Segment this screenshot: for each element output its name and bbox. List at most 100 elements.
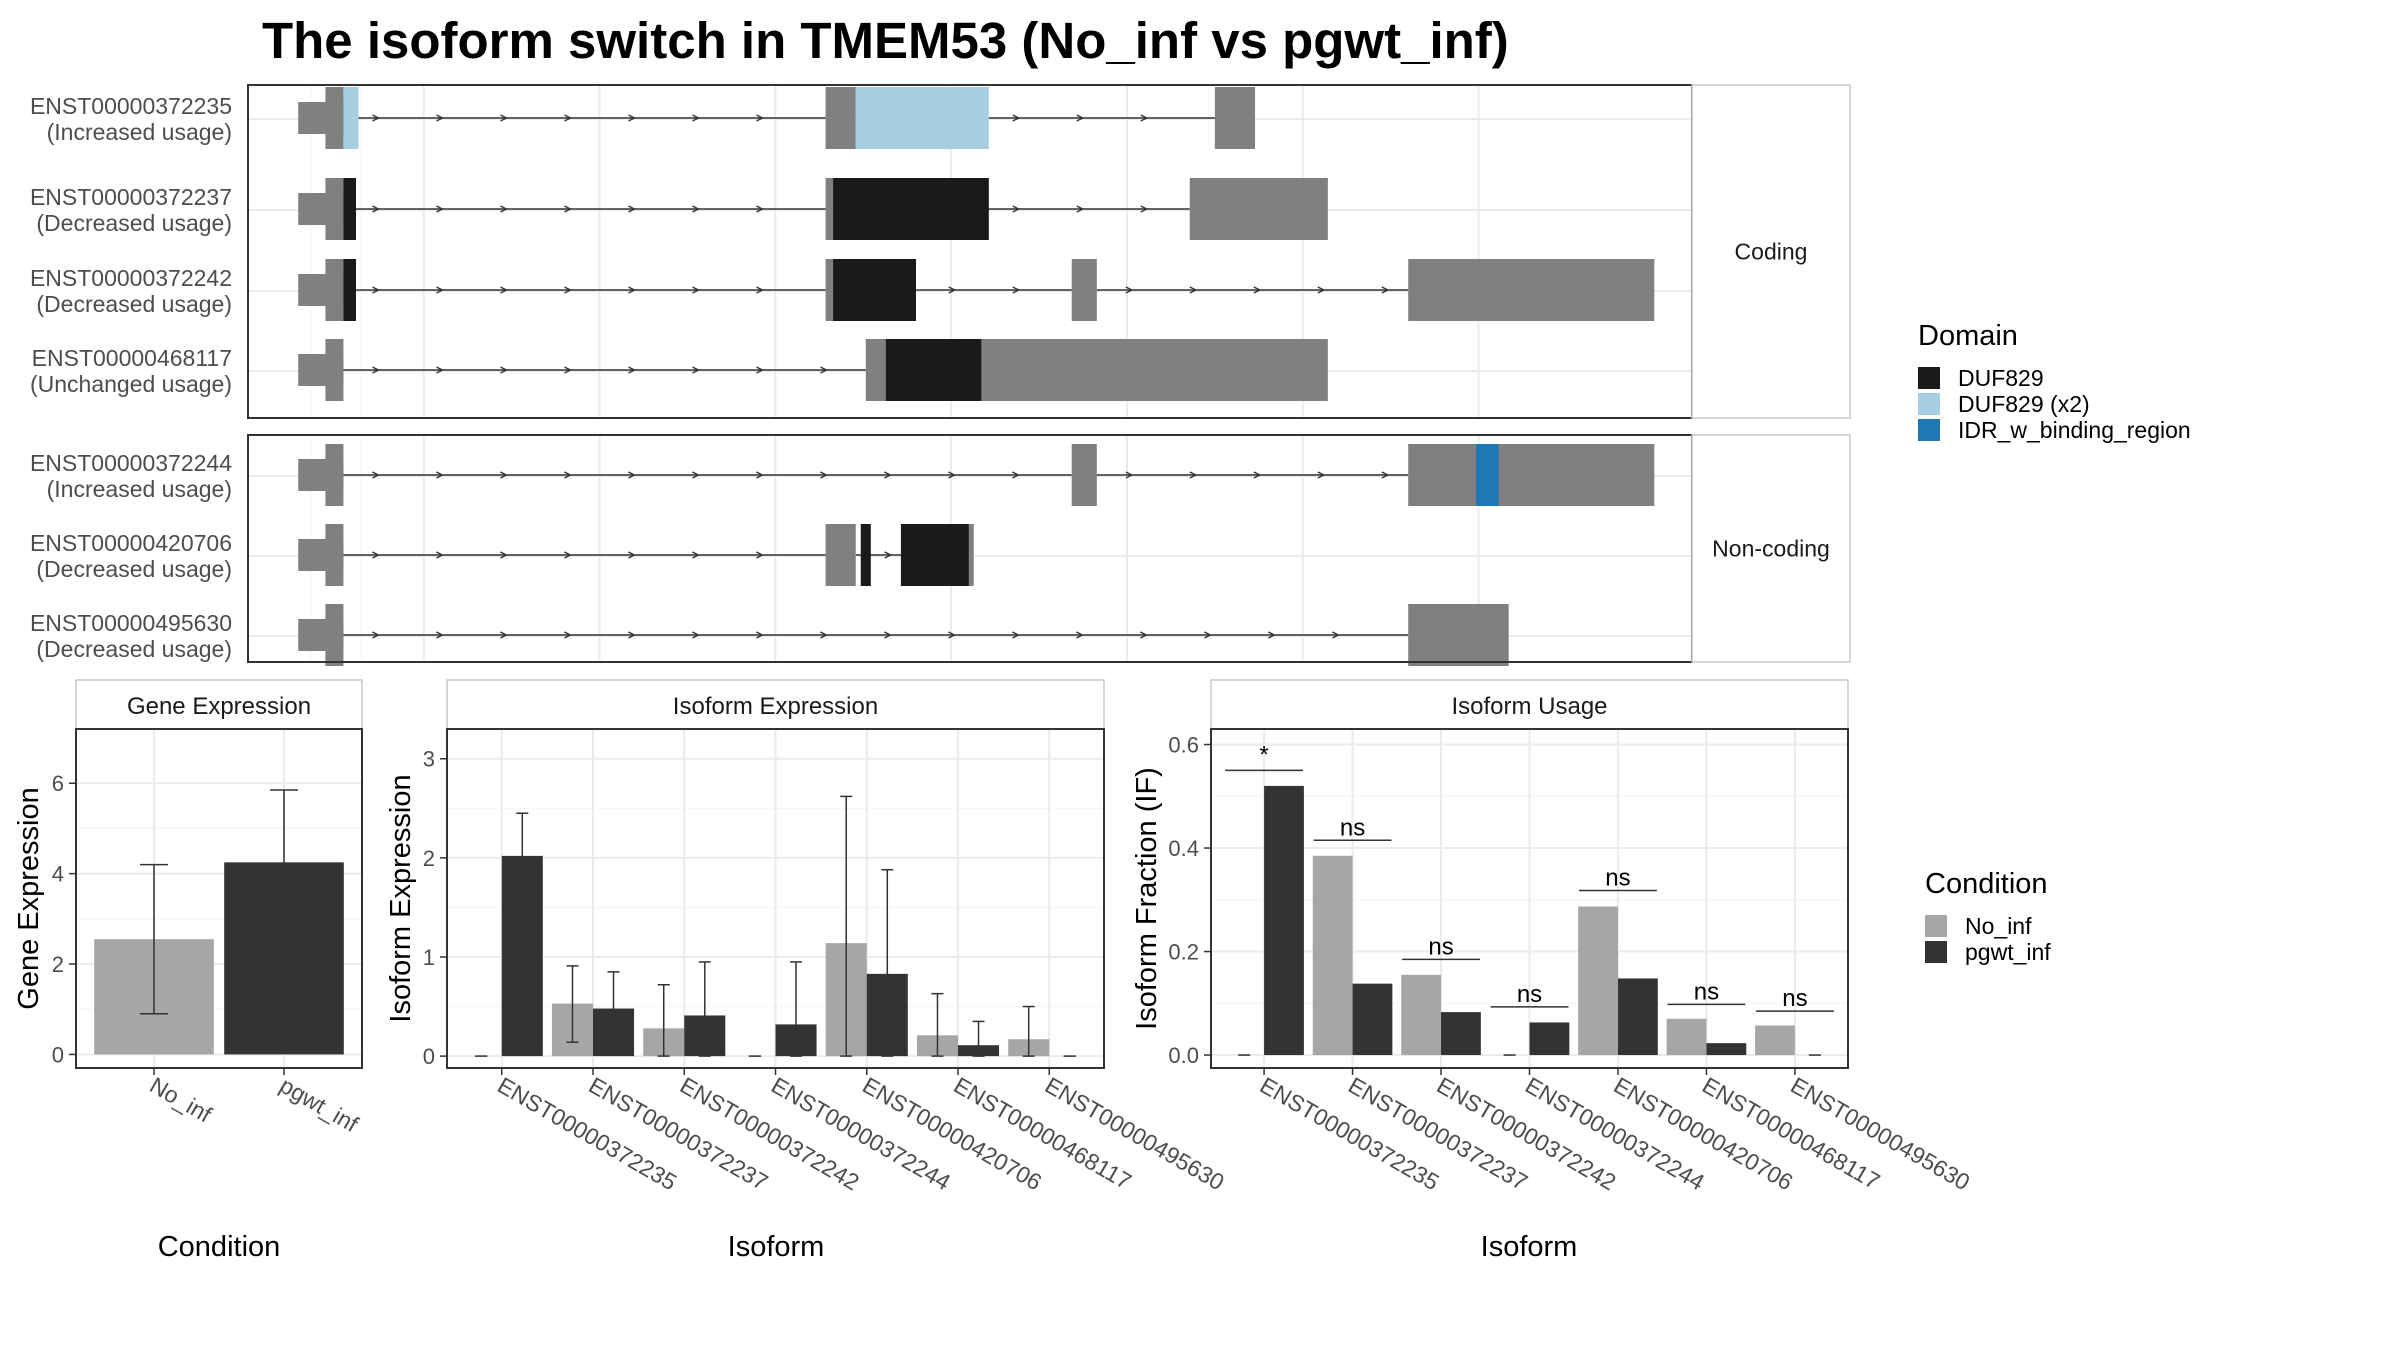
exon-cds <box>325 259 344 321</box>
y-tick-label: 6 <box>52 771 64 796</box>
legend-label: DUF829 (x2) <box>1958 391 2090 417</box>
intron-arrow <box>692 114 700 122</box>
y-tick-label: 1 <box>423 945 435 970</box>
chart-strip <box>75 679 363 730</box>
intron-arrow <box>436 551 444 559</box>
y-tick-label: 3 <box>423 747 435 772</box>
exon <box>1408 259 1655 321</box>
intron-arrow <box>1253 471 1262 479</box>
intron-arrow <box>436 471 444 479</box>
y-tick-label: 0 <box>52 1042 64 1067</box>
intron-arrow <box>820 631 828 639</box>
chart-title: Gene Expression <box>127 693 311 720</box>
exon-cds <box>325 604 344 666</box>
exon-cds <box>325 339 344 401</box>
bar-pgwt_inf-ENST00000372235 <box>1264 785 1304 1056</box>
significance-label: * <box>1259 741 1268 768</box>
expression-charts: Gene Expression 0 2 4 6 No_inf pgwt_inf Conditi… <box>13 679 1974 1263</box>
intron-arrow <box>1317 471 1326 479</box>
legend-key <box>1918 367 1940 389</box>
intron-arrow <box>500 366 508 374</box>
significance-label: ns <box>1340 814 1365 841</box>
legend-key <box>1925 941 1947 963</box>
intron-arrow <box>564 286 572 294</box>
domain-duf829 <box>343 178 356 240</box>
transcript-track-ENST00000372242 <box>298 259 1655 321</box>
y-tick-label: 0.4 <box>1168 836 1199 861</box>
intron-arrow <box>372 471 380 479</box>
intron-arrow <box>692 286 700 294</box>
exon-cds <box>325 524 344 586</box>
chart-gene-expression: Gene Expression 0 2 4 6 No_inf pgwt_inf Conditi… <box>13 679 363 1263</box>
transcript-id-label: ENST00000420706 <box>30 530 232 556</box>
intron-arrow <box>1381 286 1390 294</box>
intron-arrow <box>756 114 764 122</box>
legend-label: No_inf <box>1965 913 2032 939</box>
exon-cds <box>325 444 344 506</box>
intron-arrow <box>692 366 700 374</box>
intron-arrow <box>1076 205 1085 213</box>
intron-arrow <box>372 631 380 639</box>
intron-arrow <box>1381 471 1390 479</box>
significance-label: ns <box>1428 933 1453 960</box>
legend-key <box>1925 915 1947 937</box>
x-axis-label: Isoform <box>1481 1231 1578 1263</box>
intron-arrow <box>884 551 893 559</box>
intron-arrow <box>436 286 444 294</box>
intron-arrow <box>692 205 700 213</box>
intron-arrow <box>1012 631 1020 639</box>
y-tick-label: 0.0 <box>1168 1043 1199 1068</box>
domain-duf829 <box>900 524 969 586</box>
exon-cds <box>325 178 344 240</box>
intron-arrow <box>820 471 828 479</box>
intron-arrow <box>1253 286 1262 294</box>
significance-label: ns <box>1517 981 1542 1008</box>
transcript-id-label: ENST00000372244 <box>30 450 232 476</box>
chart-strip <box>446 679 1105 730</box>
bar-No_inf-ENST00000372237 <box>1312 855 1353 1056</box>
intron-arrow <box>628 471 636 479</box>
transcript-usage-label: (Decreased usage) <box>36 291 232 317</box>
y-tick-label: 0 <box>423 1044 435 1069</box>
intron-arrow <box>756 471 764 479</box>
y-axis-label: Isoform Expression <box>385 774 417 1022</box>
intron-arrow <box>564 551 572 559</box>
bar-No_inf-ENST00000420706 <box>1578 906 1618 1056</box>
intron-arrow <box>1076 631 1084 639</box>
intron-arrow <box>1012 114 1021 122</box>
bar-pgwt_inf-ENST00000468117 <box>1706 1043 1747 1056</box>
intron-arrow <box>372 551 380 559</box>
intron-arrow <box>1204 631 1212 639</box>
facet-label-coding: Coding <box>1735 239 1808 265</box>
domain-duf829 <box>833 259 917 321</box>
transcript-track-ENST00000420706 <box>298 524 974 586</box>
bar-pgwt_inf-ENST00000420706 <box>1617 978 1658 1056</box>
intron-arrow <box>500 205 508 213</box>
transcript-usage-label: (Decreased usage) <box>36 556 232 582</box>
intron-arrow <box>436 205 444 213</box>
transcript-track-ENST00000495630 <box>298 604 1509 666</box>
transcript-track-ENST00000372237 <box>298 178 1328 240</box>
transcript-id-label: ENST00000372237 <box>30 184 232 210</box>
intron-arrow <box>692 551 700 559</box>
intron-arrow <box>756 205 764 213</box>
exon <box>1408 604 1509 666</box>
intron-arrow <box>948 286 957 294</box>
y-tick-label: 4 <box>52 862 64 887</box>
legend-label: IDR_w_binding_region <box>1958 417 2191 443</box>
intron-arrow <box>372 366 380 374</box>
intron-arrow <box>564 205 572 213</box>
x-axis-label: Condition <box>158 1231 281 1263</box>
transcript-usage-label: (Decreased usage) <box>36 210 232 236</box>
transcript-track-ENST00000372244 <box>298 444 1655 506</box>
transcript-usage-label: (Increased usage) <box>47 476 232 502</box>
transcript-track-ENST00000372235 <box>298 87 1256 149</box>
transcript-usage-label: (Decreased usage) <box>36 636 232 662</box>
intron-arrow <box>628 631 636 639</box>
chart-border <box>75 728 363 1069</box>
intron-arrow <box>436 366 444 374</box>
